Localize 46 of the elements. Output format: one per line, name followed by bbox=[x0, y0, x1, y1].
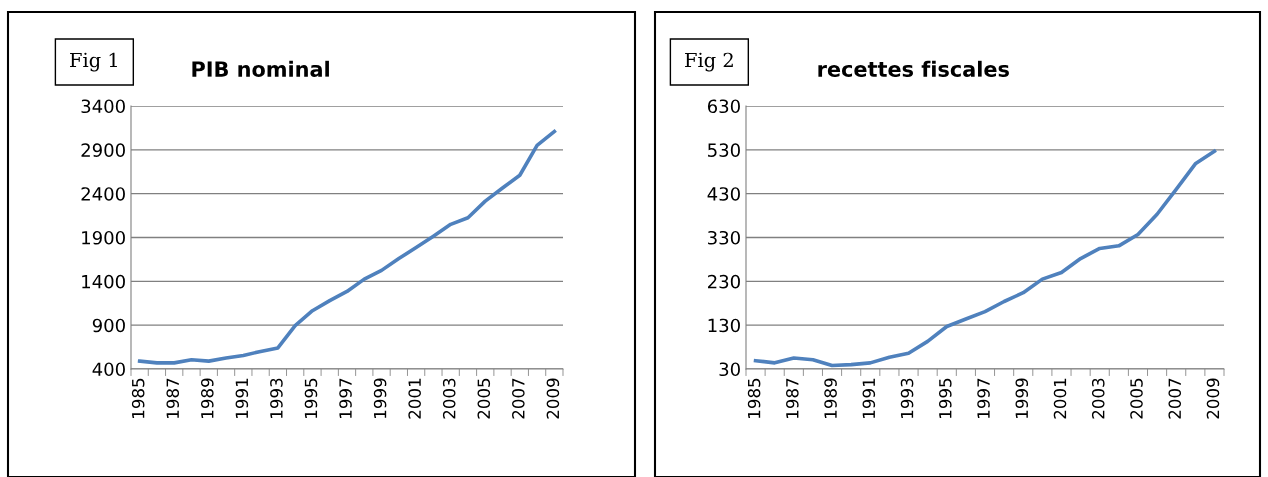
y-tick-label: 1900 bbox=[82, 230, 125, 245]
y-tick-label: 130 bbox=[708, 318, 740, 333]
x-tick-label: 2001 bbox=[408, 378, 421, 419]
x-tick-label: 1985 bbox=[747, 378, 761, 418]
y-tick-label: 2900 bbox=[81, 143, 125, 157]
x-tick-label: 2005 bbox=[1130, 378, 1143, 419]
y-tick-label: 630 bbox=[707, 99, 740, 114]
y-tick-label: 900 bbox=[92, 318, 125, 333]
x-tick-label: 1989 bbox=[824, 378, 837, 418]
y-tick-label: 530 bbox=[708, 143, 740, 157]
x-tick-label: 1987 bbox=[786, 378, 799, 418]
y-tick-label: 400 bbox=[92, 362, 125, 377]
x-tick-label: 1995 bbox=[938, 378, 952, 418]
x-tick-label: 1991 bbox=[862, 378, 876, 418]
x-tick-label: 2007 bbox=[512, 378, 525, 419]
line-series bbox=[137, 129, 557, 365]
x-tick-label: 1995 bbox=[304, 378, 318, 418]
caption: Fig 1 bbox=[70, 52, 117, 72]
y-tick-label: 430 bbox=[707, 187, 740, 201]
x-tick-label: 1985 bbox=[131, 378, 145, 418]
x-tick-label: 2009 bbox=[546, 378, 560, 419]
y-tick-label: 30 bbox=[719, 362, 740, 377]
x-tick-label: 1997 bbox=[339, 378, 352, 418]
x-tick-label: 1987 bbox=[166, 378, 180, 418]
y-tick-label: 1400 bbox=[82, 274, 125, 289]
x-tick-label: 1997 bbox=[977, 378, 990, 418]
caption: Fig 2 bbox=[685, 52, 733, 72]
y-tick-label: 3400 bbox=[81, 99, 125, 114]
y-tick-label: 230 bbox=[708, 274, 740, 289]
x-tick-label: 2003 bbox=[1091, 378, 1105, 419]
x-tick-label: 1999 bbox=[373, 378, 387, 418]
x-tick-label: 1993 bbox=[900, 378, 914, 418]
x-tick-label: 1991 bbox=[235, 378, 249, 418]
x-tick-label: 1999 bbox=[1015, 378, 1029, 418]
x-tick-label: 1989 bbox=[200, 378, 214, 418]
line-series bbox=[753, 149, 1217, 368]
y-tick-label: 330 bbox=[708, 230, 740, 245]
x-tick-label: 2007 bbox=[1168, 378, 1182, 419]
y-tick-label: 2400 bbox=[81, 187, 125, 201]
x-tick-label: 2003 bbox=[442, 378, 456, 419]
x-tick-label: 2009 bbox=[1206, 378, 1220, 419]
x-tick-label: 1993 bbox=[270, 378, 283, 418]
x-tick-label: 2001 bbox=[1053, 378, 1067, 419]
x-tick-label: 2005 bbox=[477, 378, 491, 419]
chart-title: recettes fiscales bbox=[818, 60, 1009, 77]
chart-title: PIB nominal bbox=[192, 60, 329, 77]
